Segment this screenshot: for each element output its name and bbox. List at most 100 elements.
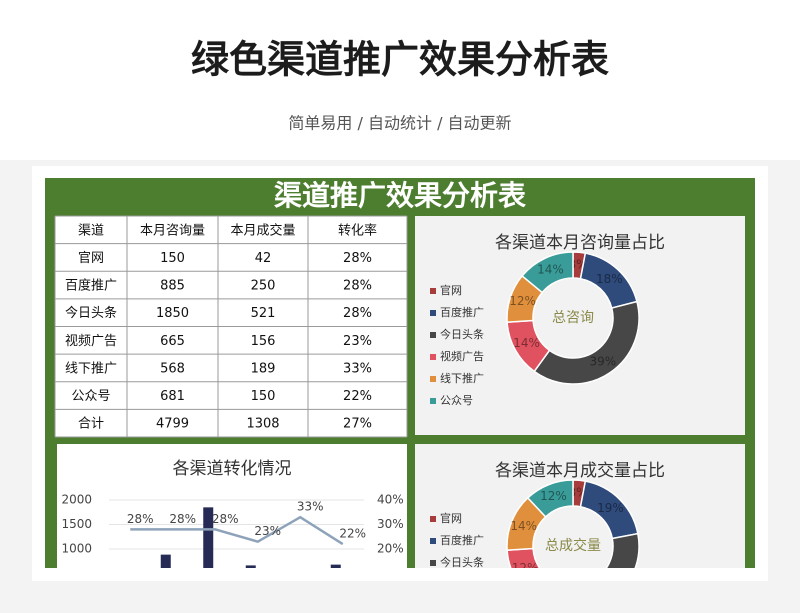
bar [330, 564, 341, 568]
donut-slice [605, 532, 640, 568]
legend-swatch [430, 288, 436, 294]
legend-label: 百度推广 [440, 533, 484, 547]
legend-swatch [430, 560, 436, 566]
table-cell: 885 [160, 279, 185, 294]
table-cell: 22% [343, 389, 372, 404]
data-label: 14% [510, 519, 537, 533]
table-cell: 百度推广 [65, 278, 117, 294]
legend-label: 官网 [440, 283, 462, 297]
bar [118, 591, 128, 598]
line [130, 515, 344, 546]
legend-swatch [430, 354, 436, 360]
panel [57, 444, 407, 568]
table-cell: 150 [160, 251, 185, 266]
legend-swatch [430, 582, 436, 588]
legend-label: 线下推广 [440, 599, 484, 613]
y-tick-label: 1500 [61, 517, 92, 531]
legend-label: 官网 [440, 511, 462, 525]
table-cell: 线下推广 [65, 361, 117, 376]
chart-title: 各渠道转化情况 [173, 459, 292, 479]
data-label: 14% [513, 336, 540, 350]
sheet-title: 渠道推广效果分析表 [274, 179, 526, 212]
table-cell: 150 [251, 389, 276, 404]
table-header: 本月成交量 [230, 222, 295, 238]
bar [160, 554, 171, 568]
y-tick-label: 500 [69, 566, 92, 580]
page-title: 绿色渠道推广效果分析表 [191, 38, 609, 82]
center-label: 总成交量 [545, 537, 601, 554]
table-cell: 1850 [156, 306, 189, 321]
table-cell: 28% [343, 279, 372, 294]
donut-slice [526, 479, 574, 518]
table-cell: 568 [160, 361, 185, 376]
legend-label: 今日头条 [440, 555, 484, 569]
legend-label: 今日头条 [440, 327, 484, 341]
donut-slice [533, 300, 640, 385]
table-cell: 681 [160, 389, 185, 404]
table-cell: 27% [343, 417, 372, 432]
table-cell: 1308 [246, 417, 279, 432]
legend-label: 百度推广 [440, 305, 484, 319]
table-header: 渠道 [78, 223, 104, 238]
table-cell: 视频广告 [65, 334, 117, 349]
legend-swatch [430, 376, 436, 382]
table-cell: 合计 [78, 417, 104, 432]
table-cell: 33% [343, 361, 372, 376]
data-label: 28% [127, 512, 154, 526]
table-cell: 今日头条 [65, 305, 117, 321]
table-cell: 28% [343, 251, 372, 266]
data-label: 19% [597, 501, 624, 515]
table-cell: 4799 [156, 417, 189, 432]
y-tick-label: 0 [84, 591, 92, 605]
center-label: 总咨询 [552, 310, 594, 326]
legend-swatch [430, 516, 436, 522]
data-label: 40% [585, 585, 612, 599]
header-bg [0, 0, 800, 160]
chart-title: 各渠道本月咨询量占比 [495, 233, 665, 253]
table-cell: 250 [251, 279, 276, 294]
table-header: 转化率 [338, 222, 377, 238]
bar [245, 565, 256, 568]
table-header: 本月咨询量 [140, 223, 205, 238]
table-cell: 665 [160, 334, 185, 349]
legend-swatch [430, 310, 436, 316]
legend-swatch [430, 332, 436, 338]
legend-swatch [430, 398, 436, 404]
table-cell: 公众号 [71, 389, 110, 404]
data-label: 14% [537, 263, 564, 277]
table-cell: 189 [251, 361, 276, 376]
y2-tick-label: 20% [377, 542, 404, 556]
table-cell: 521 [251, 306, 276, 321]
y2-tick-label: 30% [377, 517, 404, 531]
data-label: 39% [589, 354, 616, 368]
table-cell: 156 [251, 334, 276, 349]
table-cell: 23% [343, 334, 372, 349]
y-tick-label: 2000 [61, 493, 92, 507]
y2-tick-label: 10% [377, 566, 404, 580]
data-label: 23% [254, 524, 281, 538]
table-cell: 28% [343, 306, 372, 321]
legend-swatch [430, 604, 436, 610]
donut-slice [521, 251, 574, 294]
data-label: 22% [339, 527, 366, 541]
data-label: 12% [512, 561, 539, 575]
data-label: 28% [169, 512, 196, 526]
legend-swatch [430, 538, 436, 544]
data-label: 12% [540, 489, 567, 503]
data-label: 18% [596, 272, 623, 286]
table-cell: 42 [255, 251, 272, 266]
data-label: 28% [212, 512, 239, 526]
bar [203, 507, 214, 568]
legend-label: 线下推广 [440, 371, 484, 385]
data-label: 33% [297, 500, 324, 514]
chart-title: 各渠道本月成交量占比 [495, 461, 665, 481]
legend-label: 公众号 [440, 394, 473, 407]
table-cell: 官网 [78, 250, 104, 266]
y-tick-label: 1000 [61, 542, 92, 556]
y2-tick-label: 40% [377, 493, 404, 507]
data-label: 12% [509, 294, 536, 308]
legend-label: 视频广告 [440, 349, 484, 363]
